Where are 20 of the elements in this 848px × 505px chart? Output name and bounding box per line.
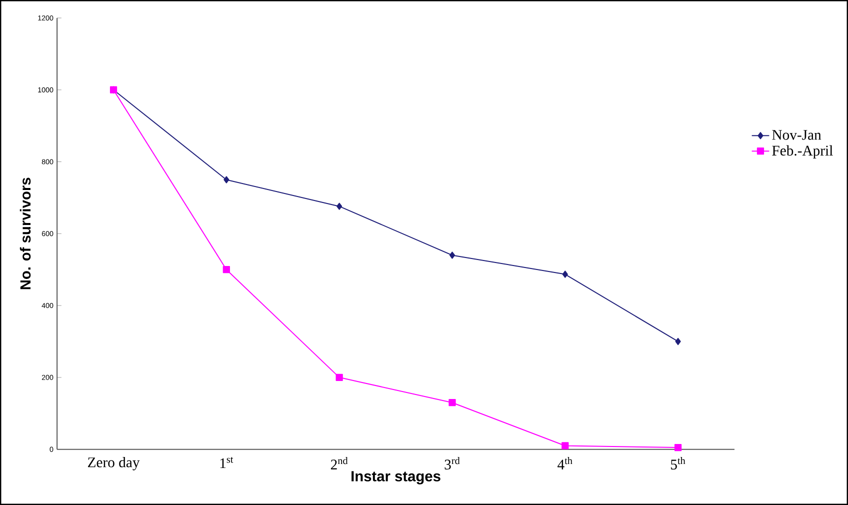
legend-label: Nov-Jan [772,130,822,140]
point [562,270,568,278]
point [674,444,682,452]
point [222,266,230,274]
y-axis-title: No. of survivors [20,178,31,290]
legend-label: Feb.-April [772,145,833,159]
x-tick-label: Zero day [88,457,140,470]
point [448,399,456,406]
point [675,338,681,346]
point [562,442,569,450]
point [336,374,343,382]
x-tick-label: 4$^{th}$ [558,457,572,470]
x-tick-label: 1$^{st}$ [220,457,234,468]
point [336,202,342,210]
point [224,176,230,184]
point [449,252,456,259]
x-axis-title: Instar stages [352,471,440,484]
x-tick-label: 3$^{rd}$ [444,457,460,470]
x-tick-label: 2$^{nd}$ [330,457,348,470]
x-tick-label: 5$^{th}$ [671,457,686,470]
